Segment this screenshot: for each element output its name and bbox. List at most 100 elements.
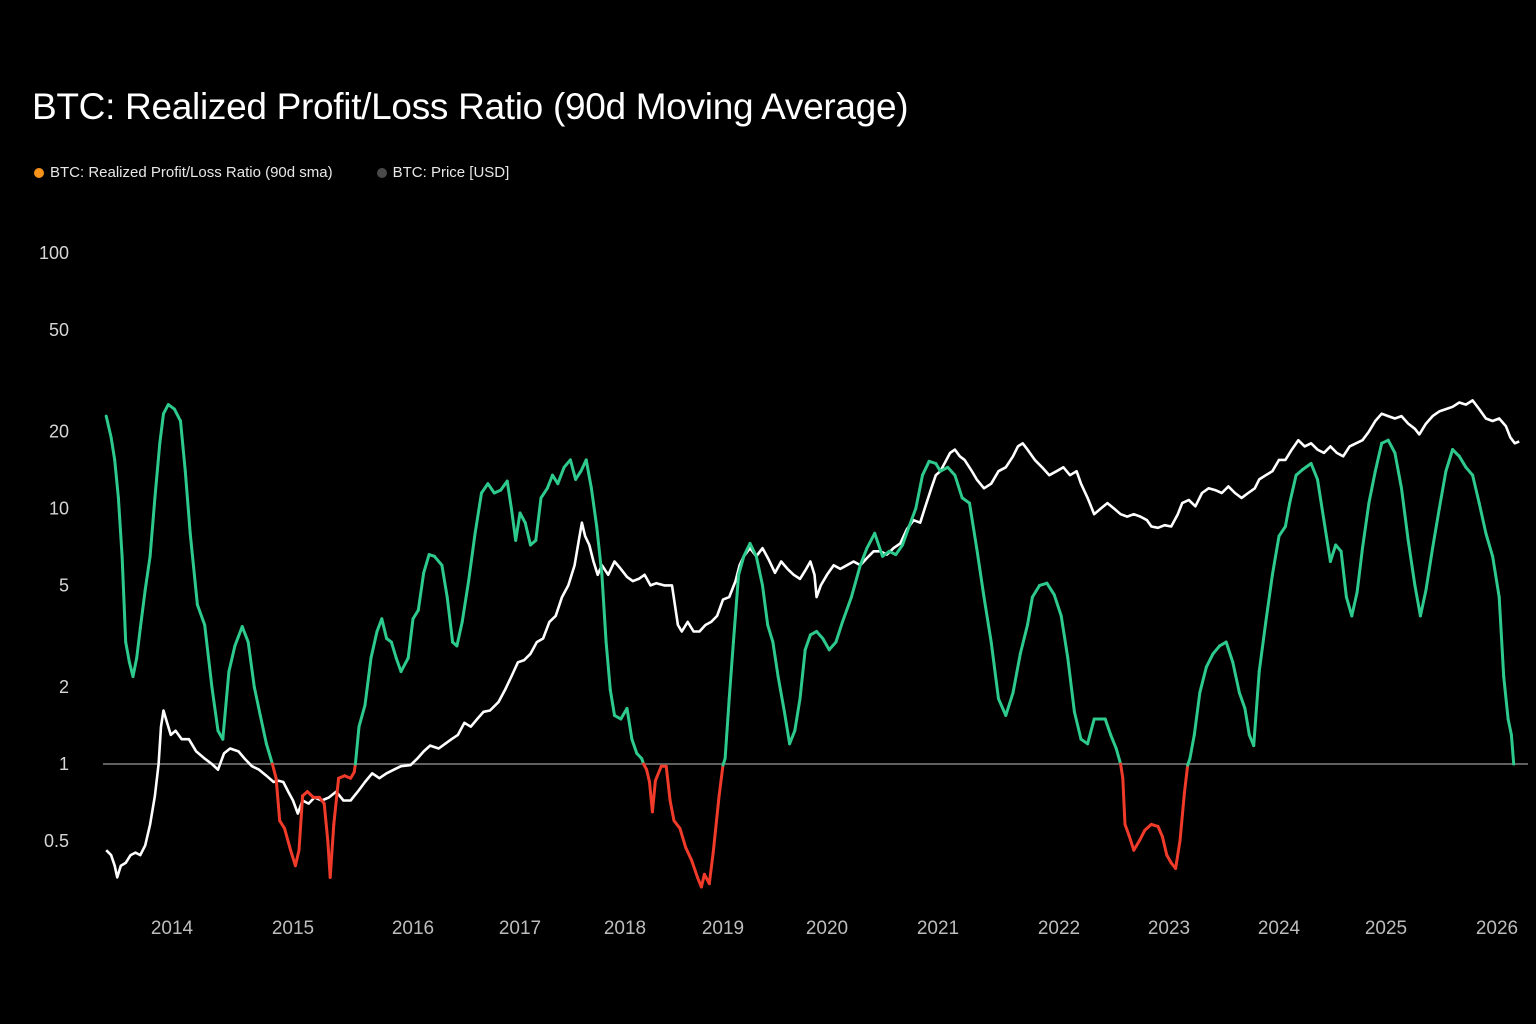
ratio-segment-loss	[717, 763, 725, 798]
ratio-segment-profit	[399, 656, 410, 674]
legend-item-ratio[interactable]: BTC: Realized Profit/Loss Ratio (90d sma…	[34, 164, 333, 181]
ratio-segment-profit	[416, 571, 426, 612]
x-tick-label: 2020	[806, 918, 848, 939]
chart-title: BTC: Realized Profit/Loss Ratio (90d Mov…	[32, 86, 909, 127]
ratio-segment-loss	[1156, 824, 1164, 839]
ratio-segment-profit	[1237, 691, 1247, 710]
ratio-segment-profit	[1457, 454, 1468, 469]
ratio-segment-profit	[353, 725, 361, 766]
ratio-segment-profit	[1004, 691, 1015, 717]
ratio-segment-loss	[322, 802, 330, 843]
legend: BTC: Realized Profit/Loss Ratio (90d sma…	[34, 164, 553, 181]
ratio-segment-loss	[711, 794, 721, 855]
y-tick-label: 20	[49, 422, 69, 442]
x-tick-label: 2018	[604, 918, 646, 939]
ratio-segment-profit	[389, 640, 398, 660]
y-tick-label: 100	[39, 243, 69, 263]
ratio-segment-profit	[731, 573, 741, 644]
ratio-segment-loss	[1182, 763, 1190, 795]
ratio-segment-profit	[1188, 733, 1196, 761]
ratio-segment-profit	[1506, 717, 1513, 737]
ratio-segment-profit	[858, 546, 869, 567]
ratio-segment-profit	[1471, 473, 1481, 505]
ratio-segment-profit	[113, 458, 120, 500]
ratio-segment-profit	[1264, 573, 1274, 624]
ratio-segment-profit	[221, 670, 231, 741]
ratio-segment-profit	[1418, 588, 1428, 618]
ratio-segment-loss	[328, 822, 336, 879]
x-tick-label: 2016	[392, 918, 434, 939]
ratio-segment-profit	[1288, 473, 1298, 505]
ratio-segment-profit	[841, 595, 853, 624]
ratio-segment-profit	[827, 640, 838, 652]
ratio-segment-loss	[664, 764, 672, 802]
ratio-segment-loss	[274, 776, 282, 823]
ratio-segment-profit	[432, 554, 444, 567]
y-tick-label: 10	[49, 499, 69, 519]
ratio-series	[104, 403, 1516, 889]
legend-item-price[interactable]: BTC: Price [USD]	[376, 164, 509, 181]
x-tick-label: 2024	[1258, 918, 1301, 939]
ratio-segment-profit	[534, 496, 543, 542]
ratio-segment-profit	[1509, 733, 1516, 766]
ratio-segment-profit	[1277, 525, 1287, 538]
ratio-segment-profit	[1437, 469, 1448, 510]
ratio-segment-profit	[584, 458, 593, 490]
ratio-segment-profit	[120, 554, 128, 644]
ratio-segment-profit	[227, 644, 237, 674]
ratio-segment-loss	[672, 819, 682, 830]
ratio-segment-profit	[1270, 534, 1281, 577]
ratio-segment-profit	[873, 531, 884, 558]
ratio-segment-profit	[143, 554, 152, 592]
ratio-segment-loss	[283, 826, 293, 852]
ratio-segment-profit	[727, 640, 735, 701]
ratio-segment-loss	[650, 779, 657, 814]
ratio-segment-profit	[460, 579, 471, 624]
y-tick-label: 5	[59, 575, 69, 595]
ratio-segment-profit	[1464, 465, 1475, 477]
legend-label-ratio: BTC: Realized Profit/Loss Ratio (90d sma…	[50, 164, 333, 181]
ratio-segment-profit	[545, 473, 554, 490]
ratio-segment-loss	[1132, 839, 1141, 852]
price-series	[105, 399, 1520, 879]
ratio-segment-profit	[1018, 623, 1029, 656]
ratio-segment-profit	[109, 435, 117, 462]
ratio-segment-loss	[690, 858, 699, 879]
y-tick-label: 0.5	[44, 831, 69, 851]
ratio-segment-profit	[776, 675, 786, 714]
ratio-segment-profit	[486, 482, 496, 495]
ratio-segment-profit	[595, 525, 604, 577]
ratio-segment-profit	[1451, 448, 1461, 458]
ratio-segment-profit	[380, 617, 389, 640]
ratio-segment-profit	[1344, 595, 1354, 618]
ratio-segment-profit	[505, 479, 513, 510]
ratio-segment-profit	[246, 640, 256, 689]
ratio-segment-profit	[1224, 640, 1235, 664]
ratio-segment-profit	[1066, 656, 1076, 714]
ratio-segment-profit	[480, 482, 490, 495]
ratio-segment-profit	[455, 620, 464, 648]
ratio-segment-profit	[1413, 583, 1422, 618]
ratio-segment-profit	[737, 554, 746, 577]
ratio-segment-profit	[556, 465, 566, 486]
x-tick-label: 2015	[272, 918, 314, 939]
ratio-segment-profit	[997, 697, 1008, 717]
ratio-segment-profit	[1192, 691, 1202, 737]
ratio-segment-profit	[183, 469, 192, 535]
ratio-segment-profit	[771, 640, 780, 678]
ratio-segment-profit	[210, 685, 220, 733]
ratio-segment-profit	[901, 525, 911, 547]
ratio-segment-profit	[411, 608, 420, 621]
ratio-segment-profit	[1316, 477, 1326, 522]
ratio-segment-loss	[653, 764, 663, 783]
ratio-segment-profit	[1322, 518, 1332, 563]
x-tick-label: 2014	[151, 918, 194, 939]
y-tick-label: 2	[59, 677, 69, 697]
ratio-segment-profit	[1059, 614, 1070, 660]
ratio-segment-loss	[1137, 828, 1147, 843]
ratio-segment-profit	[135, 626, 142, 660]
ratio-segment-profit	[1114, 747, 1123, 766]
ratio-segment-profit	[1497, 595, 1506, 678]
ratio-segment-profit	[124, 640, 131, 664]
ratio-segment-profit	[252, 685, 262, 717]
